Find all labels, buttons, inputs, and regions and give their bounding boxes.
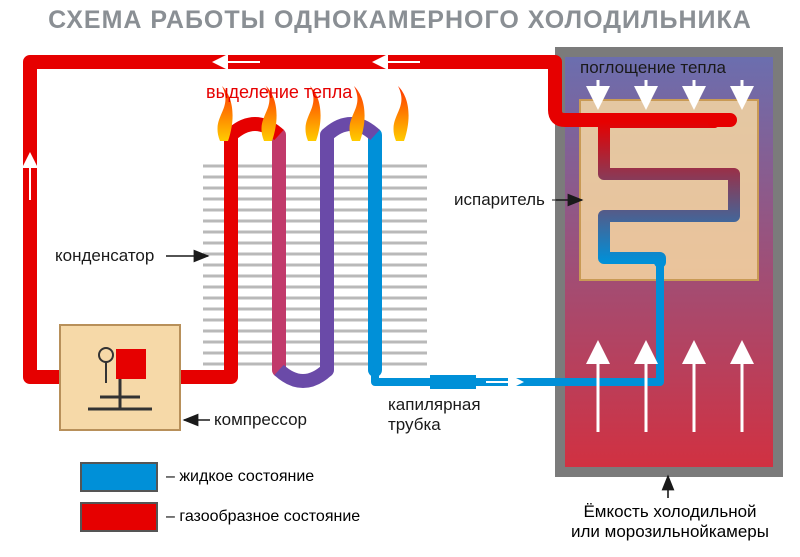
heat-absorb-label: поглощение тепла: [580, 58, 726, 78]
legend-gas-text: – газообразное состояние: [166, 508, 360, 526]
heat-release-label: выделение тепла: [206, 82, 352, 103]
condenser-label: конденсатор: [55, 246, 154, 266]
legend-gas-swatch: [80, 502, 158, 532]
legend-liquid: – жидкое состояние: [80, 462, 314, 492]
legend-gas: – газообразное состояние: [80, 502, 360, 532]
legend-liquid-swatch: [80, 462, 158, 492]
compressor-label: компрессор: [214, 410, 307, 430]
capillary-label: капилярная трубка: [388, 395, 481, 434]
legend-liquid-text: – жидкое состояние: [166, 468, 314, 486]
evaporator-label: испаритель: [454, 190, 545, 210]
compressor-unit: [60, 325, 180, 430]
fridge-caption: Ёмкость холодильной или морозильнойкамер…: [555, 502, 785, 543]
